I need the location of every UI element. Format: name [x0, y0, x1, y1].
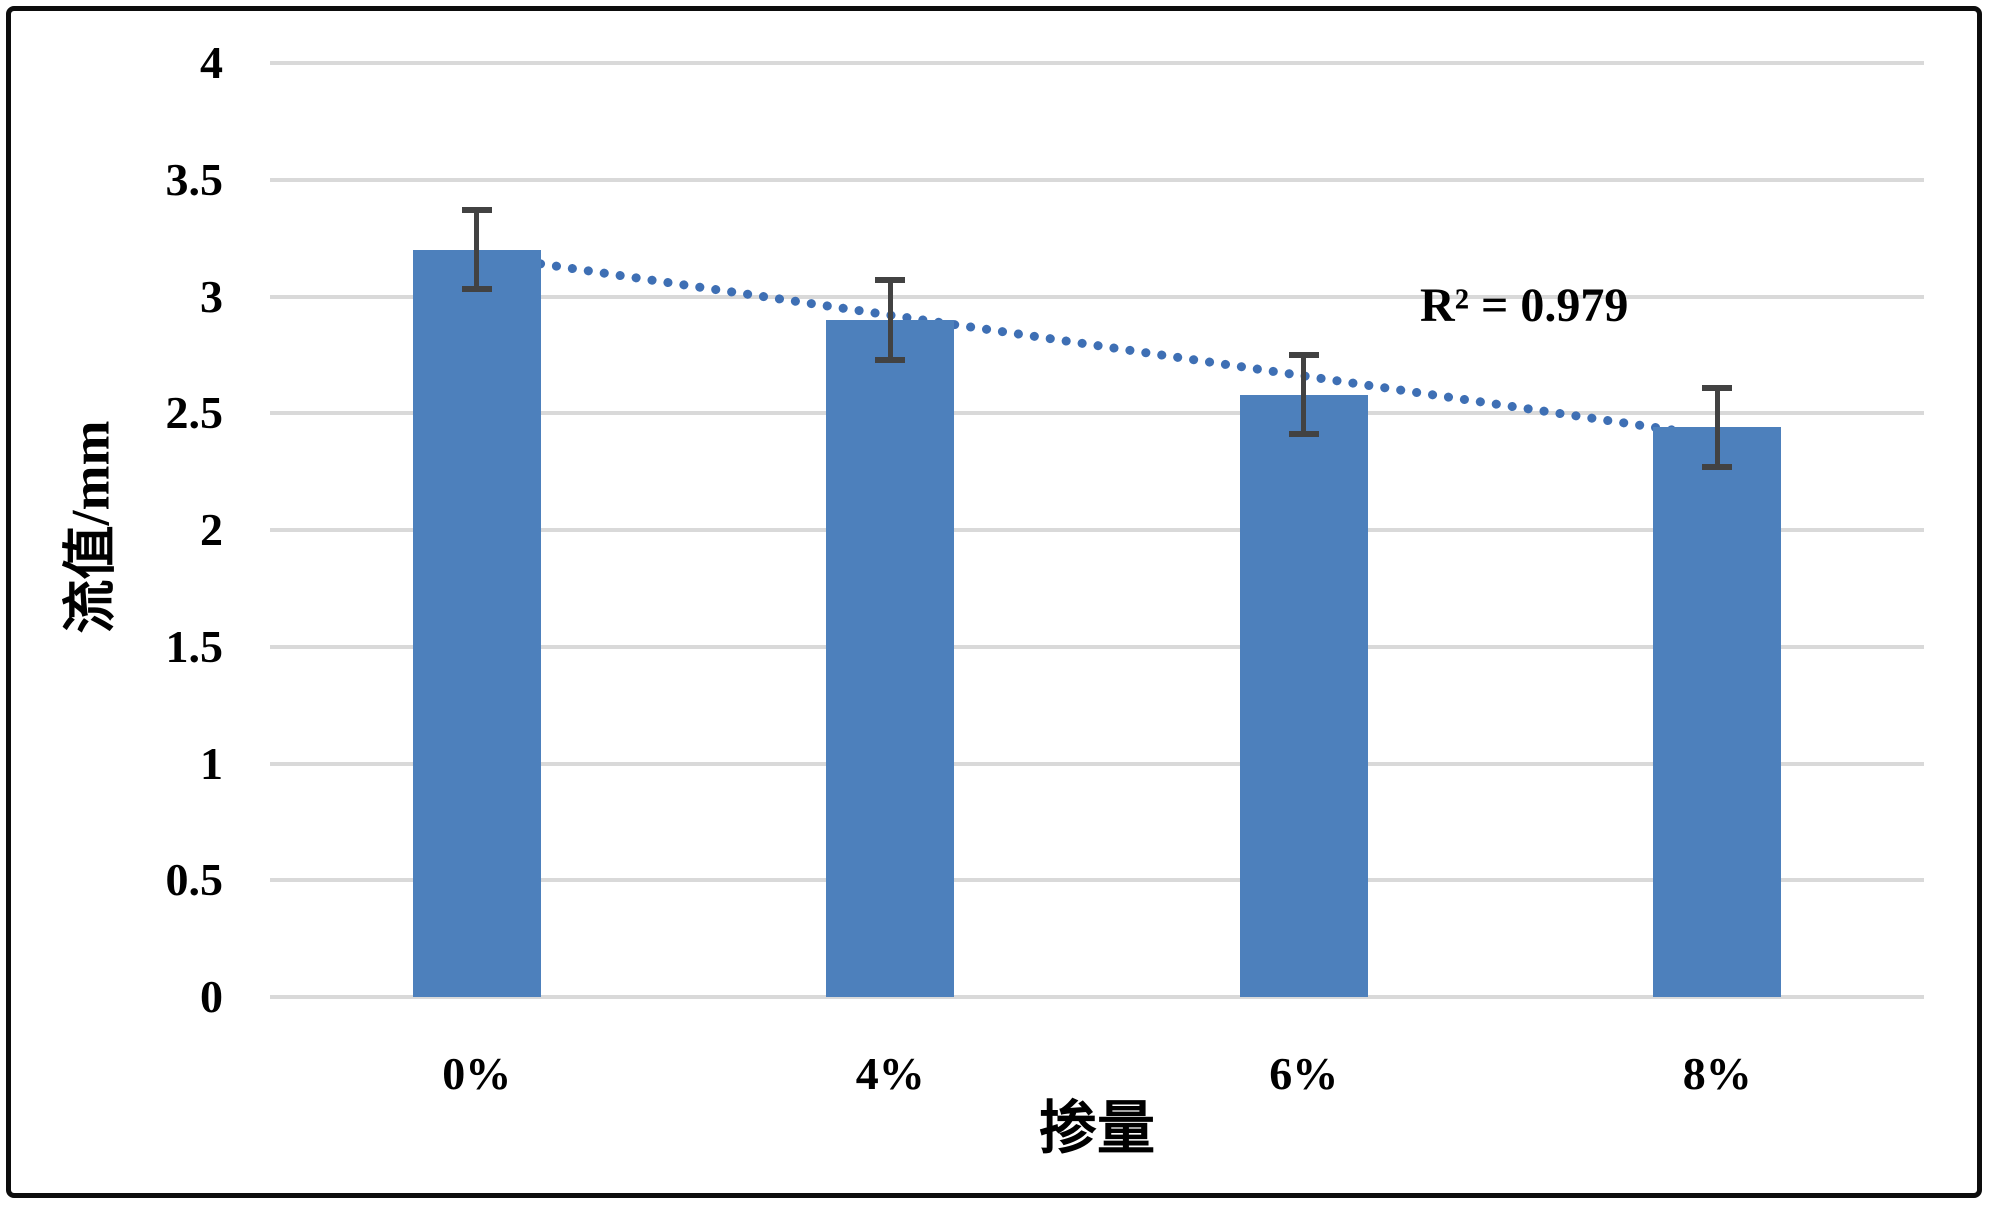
- error-bar: [1301, 354, 1307, 435]
- error-bar-cap: [461, 207, 492, 214]
- error-bar: [887, 280, 893, 360]
- y-tick-label: 2.5: [165, 387, 224, 439]
- gridline: [270, 411, 1924, 416]
- error-bar-cap: [875, 277, 906, 284]
- gridline: [270, 644, 1924, 649]
- y-tick-label: 0: [200, 971, 223, 1022]
- y-tick-label: 4: [200, 37, 223, 88]
- x-tick-label: 6%: [1269, 1048, 1339, 1099]
- y-axis-title: 流值/mm: [60, 420, 121, 634]
- trendline-dotted-line: [472, 249, 1722, 442]
- gridline: [270, 528, 1924, 532]
- y-tick-label: 1: [200, 737, 223, 789]
- error-bar: [474, 210, 480, 290]
- y-tick-label: 3.5: [165, 153, 224, 205]
- error-bar-cap: [461, 286, 492, 293]
- error-bar-cap: [1288, 431, 1319, 438]
- y-tick-label: 0.5: [165, 854, 224, 906]
- chart-border: [6, 6, 1982, 1198]
- y-tick-label: 3: [200, 270, 223, 322]
- x-tick-label: 8%: [1682, 1048, 1752, 1099]
- error-bar-cap: [1288, 351, 1319, 358]
- gridline: [270, 294, 1924, 299]
- bar-8%: [1653, 427, 1782, 997]
- x-tick-label: 4%: [855, 1048, 925, 1099]
- y-tick-label: 1.5: [165, 620, 224, 672]
- error-bar-cap: [1702, 463, 1733, 470]
- x-tick-label: 0%: [442, 1048, 512, 1099]
- bar-0%: [412, 249, 541, 997]
- bar-4%: [826, 319, 955, 997]
- bar-6%: [1239, 394, 1368, 997]
- error-bar-cap: [1702, 384, 1733, 391]
- error-bar-cap: [875, 356, 906, 363]
- r-squared-annotation: R² = 0.979: [1420, 279, 1629, 332]
- y-tick-label: 2: [200, 504, 223, 555]
- gridline: [270, 61, 1924, 65]
- error-bar: [1714, 387, 1720, 467]
- gridline: [270, 177, 1924, 182]
- gridline: [270, 878, 1924, 883]
- gridline: [270, 761, 1924, 766]
- x-axis-title: 掺量: [1038, 1096, 1156, 1161]
- gridline: [270, 995, 1924, 999]
